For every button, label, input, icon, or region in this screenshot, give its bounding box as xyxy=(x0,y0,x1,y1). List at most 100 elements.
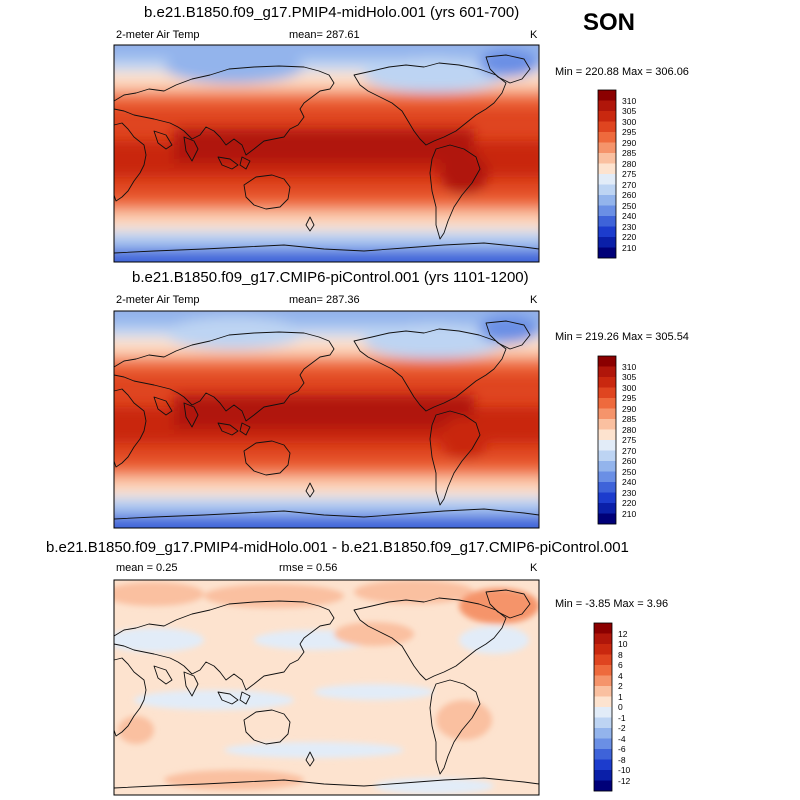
colorbar-swatch xyxy=(594,665,612,676)
colorbar-swatch xyxy=(598,226,616,238)
panel-2-mean-label: mean= 287.36 xyxy=(289,294,360,306)
colorbar-tick-label: 285 xyxy=(622,148,637,158)
colorbar-tick-label: -4 xyxy=(618,733,626,744)
colorbar-swatch xyxy=(594,686,612,697)
colorbar-swatch xyxy=(598,205,616,217)
colorbar-tick-label: 280 xyxy=(622,424,637,435)
panel-2-variable-label: 2-meter Air Temp xyxy=(116,294,200,306)
colorbar-swatch xyxy=(598,111,616,122)
colorbar-swatch xyxy=(598,366,616,378)
colorbar-tick-label: 6 xyxy=(618,660,623,670)
colorbar-frame xyxy=(597,89,617,259)
colorbar-tick-label: 250 xyxy=(622,200,637,211)
colorbar-swatch xyxy=(598,513,616,525)
colorbar-swatch xyxy=(598,398,616,409)
colorbar-tick-label: 210 xyxy=(622,242,637,253)
colorbar-tick-label: -2 xyxy=(618,723,626,733)
colorbar-swatch xyxy=(594,644,612,655)
colorbar-tick-label: 230 xyxy=(622,221,637,232)
colorbar-swatch xyxy=(594,633,612,645)
colorbar-tick-label: 270 xyxy=(622,445,637,456)
colorbar-swatch xyxy=(598,482,616,493)
colorbar-tick-label: 270 xyxy=(622,179,637,190)
colorbar-swatch xyxy=(594,696,612,708)
colorbar-tick-label: 295 xyxy=(622,393,637,403)
colorbar-swatch xyxy=(598,184,616,196)
colorbar-tick-label: 0 xyxy=(618,702,623,712)
colorbar-swatch xyxy=(594,749,612,760)
colorbar-swatch xyxy=(598,142,616,154)
colorbar-tick-label: 230 xyxy=(622,487,637,498)
colorbar-tick-label: 2 xyxy=(618,681,623,691)
panel-3-colorbar xyxy=(593,622,613,792)
colorbar-tick-label: 290 xyxy=(622,137,637,148)
panel-1-minmax-label: Min = 220.88 Max = 306.06 xyxy=(555,66,689,78)
colorbar-tick-label: -8 xyxy=(618,754,626,765)
colorbar-swatch xyxy=(594,675,612,687)
panel-3-title: b.e21.B1850.f09_g17.PMIP4-midHolo.001 - … xyxy=(46,539,629,556)
colorbar-swatch xyxy=(594,770,612,781)
panel-3-rmse-label: rmse = 0.56 xyxy=(279,562,338,574)
colorbar-swatch xyxy=(598,174,616,185)
colorbar-swatch xyxy=(598,195,616,206)
panel-1-title: b.e21.B1850.f09_g17.PMIP4-midHolo.001 (y… xyxy=(144,4,520,21)
season-label: SON xyxy=(583,9,636,36)
colorbar-tick-label: 260 xyxy=(622,190,637,200)
colorbar-swatch xyxy=(598,492,616,504)
colorbar-tick-label: 295 xyxy=(622,127,637,137)
colorbar-tick-label: 260 xyxy=(622,456,637,466)
colorbar-tick-label: 240 xyxy=(622,211,637,221)
panel-3-minmax-label: Min = -3.85 Max = 3.96 xyxy=(555,598,669,610)
colorbar-tick-label: 285 xyxy=(622,414,637,424)
colorbar-swatch xyxy=(594,759,612,771)
colorbar-swatch xyxy=(598,503,616,514)
colorbar-tick-label: 310 xyxy=(622,95,637,106)
colorbar-swatch xyxy=(598,461,616,472)
colorbar-swatch xyxy=(598,237,616,248)
panel-2-units-label: K xyxy=(530,294,538,306)
colorbar-tick-label: 305 xyxy=(622,106,637,116)
colorbar-swatch xyxy=(598,216,616,227)
colorbar-swatch xyxy=(594,728,612,739)
colorbar-swatch xyxy=(598,247,616,259)
panel-1-colorbar xyxy=(597,89,617,259)
colorbar-tick-label: 300 xyxy=(622,382,637,393)
colorbar-swatch xyxy=(594,738,612,750)
colorbar-swatch xyxy=(598,408,616,420)
colorbar-tick-label: -12 xyxy=(618,775,631,786)
colorbar-tick-label: 1 xyxy=(618,691,623,702)
colorbar-swatch xyxy=(598,132,616,143)
colorbar-tick-label: 300 xyxy=(622,116,637,127)
colorbar-swatch xyxy=(594,654,612,666)
colorbar-tick-label: 10 xyxy=(618,639,628,649)
colorbar-tick-label: 8 xyxy=(618,649,623,660)
colorbar-swatch xyxy=(598,471,616,483)
colorbar-swatch xyxy=(598,440,616,451)
colorbar-tick-label: 12 xyxy=(618,628,628,639)
panel-3-mean-label: mean = 0.25 xyxy=(116,562,178,574)
panel-3-units-label: K xyxy=(530,562,538,574)
colorbar-swatch xyxy=(594,780,612,792)
colorbar-swatch xyxy=(598,387,616,399)
colorbar-swatch xyxy=(598,121,616,133)
colorbar-tick-label: 220 xyxy=(622,232,637,242)
colorbar-swatch xyxy=(598,356,616,367)
panel-1-mean-label: mean= 287.61 xyxy=(289,29,360,41)
colorbar-swatch xyxy=(598,377,616,388)
colorbar-tick-label: 210 xyxy=(622,508,637,519)
panel-2-title: b.e21.B1850.f09_g17.CMIP6-piControl.001 … xyxy=(132,269,529,286)
colorbar-swatch xyxy=(598,419,616,430)
colorbar-tick-label: 220 xyxy=(622,498,637,508)
colorbar-tick-label: -1 xyxy=(618,712,626,723)
colorbar-tick-label: -10 xyxy=(618,765,631,775)
colorbar-frame xyxy=(593,622,613,792)
colorbar-tick-label: 290 xyxy=(622,403,637,414)
colorbar-swatch xyxy=(598,100,616,112)
colorbar-tick-label: 4 xyxy=(618,670,623,681)
panel-2-colorbar xyxy=(597,355,617,525)
colorbar-swatch xyxy=(594,707,612,718)
panel-2-minmax-label: Min = 219.26 Max = 305.54 xyxy=(555,331,689,343)
panel-3-map xyxy=(113,579,540,796)
colorbar-swatch xyxy=(598,429,616,441)
